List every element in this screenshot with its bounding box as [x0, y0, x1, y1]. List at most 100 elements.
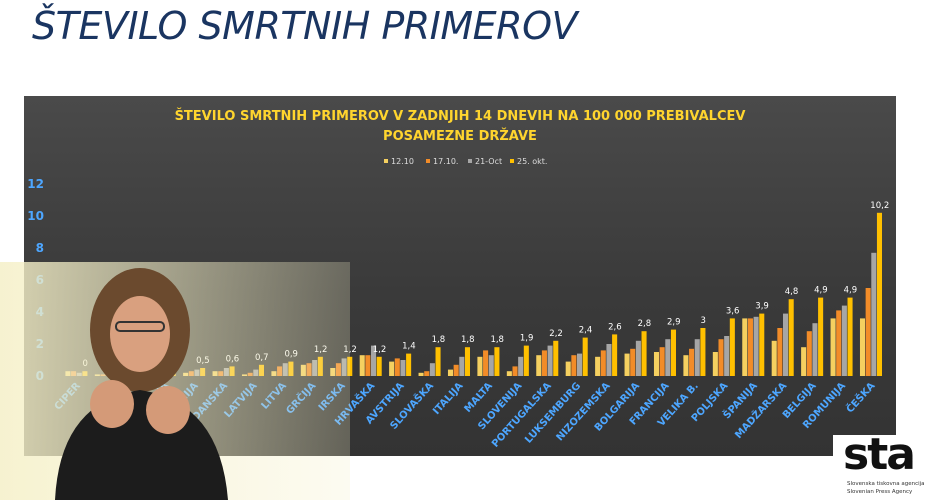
x-tick-label-18: NIZOZEMSKA — [555, 380, 613, 443]
bar-20-2 — [665, 339, 671, 376]
bar-22-2 — [724, 336, 730, 376]
data-label-22: 3,6 — [726, 306, 740, 316]
bar-17-0 — [565, 361, 571, 376]
data-label-25: 4,9 — [814, 286, 828, 296]
bar-13-1 — [453, 364, 459, 376]
data-label-23: 3,9 — [755, 302, 769, 312]
bar-25-2 — [812, 323, 818, 376]
chart-title-line-1: ŠTEVILO SMRTNIH PRIMEROV V ZADNJIH 14 DN… — [175, 108, 746, 124]
data-label-19: 2,8 — [638, 319, 652, 329]
bar-20-1 — [659, 347, 665, 376]
data-label-11: 1,4 — [402, 342, 416, 352]
data-label-14: 1,8 — [490, 335, 504, 345]
bar-10-0 — [359, 355, 365, 376]
bar-24-2 — [783, 313, 789, 376]
bar-17-3 — [582, 337, 588, 376]
bar-27-0 — [859, 318, 866, 376]
bar-26-0 — [830, 318, 836, 376]
bar-23-3 — [759, 313, 765, 376]
bar-22-0 — [712, 352, 718, 376]
y-tick-label-6: 12 — [27, 177, 44, 191]
bar-19-0 — [624, 353, 630, 376]
legend-swatch-2 — [468, 159, 472, 163]
bar-18-3 — [612, 334, 618, 376]
bar-24-0 — [771, 340, 777, 376]
bar-13-0 — [447, 369, 454, 376]
bar-11-3 — [406, 353, 412, 376]
chart-title-line-2: POSAMEZNE DRŽAVE — [383, 128, 537, 144]
page-title: ŠTEVILO SMRTNIH PRIMEROV — [32, 4, 577, 48]
bar-15-3 — [523, 345, 529, 376]
bar-19-3 — [641, 331, 647, 376]
bar-14-3 — [494, 347, 500, 376]
bar-15-2 — [518, 356, 524, 376]
bar-14-1 — [483, 350, 489, 376]
bar-10-1 — [365, 355, 371, 376]
data-label-18: 2,6 — [608, 322, 622, 332]
legend-label-1: 17.10. — [433, 157, 458, 166]
legend-swatch-0 — [384, 159, 388, 163]
bar-11-2 — [400, 360, 406, 376]
bar-24-1 — [777, 328, 783, 376]
bar-11-1 — [394, 358, 400, 376]
y-tick-label-5: 10 — [27, 209, 44, 223]
sign-language-interpreter-overlay — [0, 262, 350, 500]
bar-23-0 — [742, 318, 748, 376]
data-label-27: 10,2 — [870, 201, 889, 211]
data-label-26: 4,9 — [844, 286, 858, 296]
bar-18-1 — [600, 350, 606, 376]
bar-26-3 — [847, 297, 853, 376]
bar-12-2 — [429, 363, 435, 376]
bar-10-2 — [371, 345, 377, 376]
legend-swatch-3 — [510, 159, 514, 163]
data-label-24: 4,8 — [785, 287, 799, 297]
bar-17-2 — [577, 353, 583, 376]
data-label-21: 3 — [700, 316, 705, 326]
bar-27-1 — [865, 288, 871, 376]
interpreter-figure — [55, 268, 228, 500]
legend-label-3: 25. okt. — [517, 157, 547, 166]
bar-26-1 — [836, 310, 842, 376]
bar-20-0 — [653, 352, 660, 376]
bar-16-3 — [553, 340, 559, 376]
data-label-13: 1,8 — [461, 335, 475, 345]
x-tick-label-13: ITALIJA — [431, 380, 465, 417]
bar-23-1 — [747, 318, 753, 376]
bar-17-1 — [571, 355, 577, 376]
bar-27-3 — [876, 212, 883, 376]
bar-25-3 — [818, 297, 824, 376]
bar-14-2 — [488, 355, 494, 376]
bar-22-3 — [729, 318, 735, 376]
data-label-10: 1,2 — [373, 345, 387, 355]
bar-18-2 — [606, 344, 612, 376]
bar-13-2 — [459, 356, 465, 376]
data-label-15: 1,9 — [520, 334, 534, 344]
bar-18-0 — [595, 356, 601, 376]
bar-19-1 — [630, 348, 636, 376]
bar-15-1 — [512, 366, 518, 376]
data-label-17: 2,4 — [579, 326, 593, 336]
bar-13-3 — [464, 347, 471, 376]
data-label-12: 1,8 — [432, 335, 446, 345]
bar-10-3 — [376, 356, 382, 376]
sta-logo-mark: sta — [843, 429, 916, 480]
bar-15-0 — [506, 371, 512, 376]
bar-14-0 — [477, 356, 483, 376]
bar-23-2 — [753, 316, 759, 376]
legend-label-0: 12.10 — [391, 157, 414, 166]
bar-27-2 — [871, 252, 877, 376]
bar-21-2 — [694, 339, 700, 376]
bar-21-3 — [700, 328, 706, 376]
legend-swatch-1 — [426, 159, 430, 163]
bar-12-0 — [418, 372, 424, 376]
bar-12-1 — [424, 371, 430, 376]
x-tick-label-24: MADŽARSKA — [732, 379, 790, 441]
bar-25-0 — [801, 347, 807, 376]
y-tick-label-4: 8 — [36, 241, 44, 255]
sta-logo: sta Slovenska tiskovna agencija Slovenia… — [833, 429, 940, 500]
bar-19-2 — [635, 340, 641, 376]
bar-12-3 — [435, 347, 441, 376]
data-label-9: 1,2 — [343, 345, 357, 355]
bar-26-2 — [841, 305, 847, 376]
bar-11-0 — [389, 361, 395, 376]
